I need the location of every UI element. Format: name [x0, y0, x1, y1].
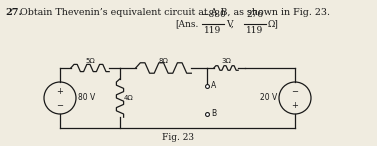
Text: B: B: [211, 110, 216, 119]
Text: 276: 276: [247, 10, 264, 19]
Text: A: A: [211, 81, 216, 91]
Text: +: +: [57, 87, 63, 96]
Text: Ω]: Ω]: [268, 20, 279, 28]
Text: −: −: [291, 87, 299, 96]
Text: V,: V,: [226, 20, 234, 28]
Text: 80 V: 80 V: [78, 93, 95, 102]
Text: Obtain Thevenin’s equivalent circuit at A B, as shown in Fig. 23.: Obtain Thevenin’s equivalent circuit at …: [20, 8, 330, 17]
Text: 27.: 27.: [5, 8, 22, 17]
Text: Fig. 23: Fig. 23: [161, 133, 193, 142]
Text: 20 V: 20 V: [260, 93, 277, 102]
Text: 4Ω: 4Ω: [124, 95, 134, 101]
Text: −: −: [57, 101, 63, 110]
Text: −880: −880: [201, 10, 225, 19]
Text: +: +: [291, 101, 299, 110]
Text: 8Ω: 8Ω: [159, 58, 169, 64]
Text: 119: 119: [247, 26, 264, 35]
Text: 5Ω: 5Ω: [85, 58, 95, 64]
Text: 3Ω: 3Ω: [221, 58, 231, 64]
Text: 119: 119: [204, 26, 222, 35]
Text: [Ans.: [Ans.: [175, 20, 198, 28]
